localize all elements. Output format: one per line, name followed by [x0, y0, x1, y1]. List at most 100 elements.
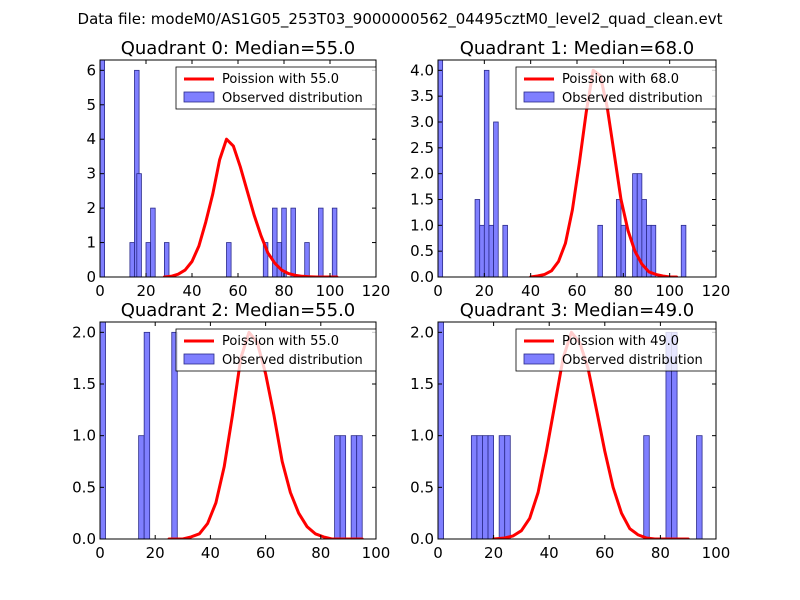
x-tick-label: 0 — [95, 544, 105, 562]
legend-bar-label: Observed distribution — [562, 353, 703, 368]
y-tick-label: 1.5 — [410, 375, 434, 393]
observed-bar — [650, 224, 657, 277]
observed-bar — [171, 331, 178, 539]
observed-bar — [100, 60, 105, 277]
y-tick-label: 4.0 — [410, 61, 434, 79]
y-tick-label: 1.0 — [410, 427, 434, 445]
poisson-line — [492, 330, 690, 539]
x-tick-label: 0 — [433, 544, 443, 562]
legend-bar-swatch — [183, 353, 215, 365]
poisson-line — [167, 330, 364, 539]
y-tick-label: 6 — [86, 61, 96, 79]
observed-bar — [479, 224, 485, 277]
observed-bar — [498, 435, 506, 539]
observed-bar — [143, 331, 151, 539]
legend-bar-label: Observed distribution — [222, 91, 363, 106]
observed-bar — [356, 435, 363, 539]
x-tick-label: 40 — [521, 282, 540, 300]
y-tick-label: 0.0 — [72, 530, 96, 548]
quadrant-3-panel: 0 20 40 60 80 100 0.0 0.5 1.0 1.5 2.0 Quadrant 3: M… — [410, 300, 730, 562]
legend: Poission with 68.0 Observed distribution — [515, 66, 717, 110]
y-tick-label: 3 — [86, 165, 96, 183]
y-tick-label: 0.5 — [410, 478, 434, 496]
observed-bar — [680, 224, 687, 277]
x-tick-label: 80 — [274, 282, 293, 300]
y-tick-label: 2.0 — [72, 323, 96, 341]
legend-bar-label: Observed distribution — [222, 353, 363, 368]
legend-line-label: Poission with 49.0 — [562, 334, 679, 349]
y-tick-label: 4 — [86, 130, 96, 148]
axes-frame — [99, 321, 377, 540]
observed-bar — [620, 224, 627, 277]
observed-bar — [331, 207, 338, 277]
observed-bar — [487, 435, 495, 539]
y-tick-label: 3.5 — [410, 87, 434, 105]
x-tick-label: 120 — [702, 282, 731, 300]
quadrant-3-title: Quadrant 3: Median=49.0 — [460, 300, 695, 321]
observed-bar — [597, 224, 603, 277]
observed-bar — [290, 207, 296, 277]
y-tick-label: 0 — [86, 268, 96, 286]
x-tick-label: 20 — [475, 282, 494, 300]
y-tick-label: 0.5 — [72, 478, 96, 496]
observed-bar — [470, 435, 478, 539]
x-tick-label: 20 — [146, 544, 165, 562]
legend-bar-label: Observed distribution — [562, 91, 703, 106]
x-tick-label: 60 — [256, 544, 275, 562]
observed-bar — [163, 242, 170, 277]
y-tick-label: 1.0 — [72, 427, 96, 445]
quadrant-1-panel: 0 20 40 60 80 100 120 0.0 0.5 1.0 1.5 2.0 2.5 3.0 3.5 4… — [410, 38, 730, 300]
observed-bar — [482, 435, 489, 539]
y-tick-label: 5 — [86, 96, 96, 114]
y-tick-label: 2.5 — [410, 139, 434, 157]
observed-bar — [150, 207, 156, 277]
legend: Poission with 55.0 Observed distribution — [175, 66, 377, 110]
legend-bar-swatch — [183, 91, 215, 103]
legend-bar-swatch — [523, 353, 555, 365]
observed-bar — [488, 224, 495, 277]
y-tick-label: 2.0 — [410, 323, 434, 341]
x-tick-label: 100 — [655, 282, 684, 300]
y-tick-label: 0.0 — [410, 268, 434, 286]
quadrant-2-plot-area — [100, 322, 364, 539]
axes-frame — [437, 321, 717, 540]
quadrant-1-title: Quadrant 1: Median=68.0 — [460, 38, 695, 59]
observed-bar — [643, 435, 650, 539]
legend: Poission with 55.0 Observed distribution — [175, 328, 377, 372]
x-tick-label: 80 — [614, 282, 633, 300]
observed-bar — [339, 435, 347, 539]
x-tick-label: 80 — [651, 544, 670, 562]
observed-bar — [615, 199, 622, 277]
observed-bar — [438, 322, 444, 539]
observed-bar — [438, 60, 444, 277]
quadrant-1-plot-area — [438, 60, 687, 277]
x-tick-label: 100 — [316, 282, 345, 300]
y-tick-label: 0.0 — [410, 530, 434, 548]
y-tick-label: 2.0 — [410, 165, 434, 183]
x-tick-label: 40 — [540, 544, 559, 562]
x-tick-label: 80 — [311, 544, 330, 562]
observed-bar — [696, 435, 703, 539]
observed-bar — [483, 69, 490, 277]
quadrant-0-title: Quadrant 0: Median=55.0 — [121, 38, 356, 59]
y-tick-label: 1.0 — [410, 216, 434, 234]
x-tick-label: 0 — [95, 282, 105, 300]
legend: Poission with 49.0 Observed distribution — [515, 328, 717, 372]
legend-line-label: Poission with 68.0 — [562, 72, 679, 87]
quadrant-0-panel: 0 20 40 60 80 100 120 0 1 2 3 4 5 6 Quadrant 0: Median… — [86, 38, 390, 300]
legend-bar-swatch — [523, 91, 555, 103]
observed-bar — [281, 207, 287, 277]
observed-bar — [632, 173, 638, 277]
y-tick-label: 1.5 — [410, 191, 434, 209]
x-tick-label: 120 — [362, 282, 391, 300]
observed-bar — [262, 242, 269, 277]
observed-bar — [474, 199, 481, 277]
observed-bar — [318, 207, 324, 277]
observed-bar — [334, 435, 341, 539]
observed-bar — [138, 435, 145, 539]
observed-bar — [136, 173, 142, 277]
x-tick-label: 20 — [484, 544, 503, 562]
observed-bar — [100, 322, 106, 539]
y-tick-label: 1.5 — [72, 375, 96, 393]
